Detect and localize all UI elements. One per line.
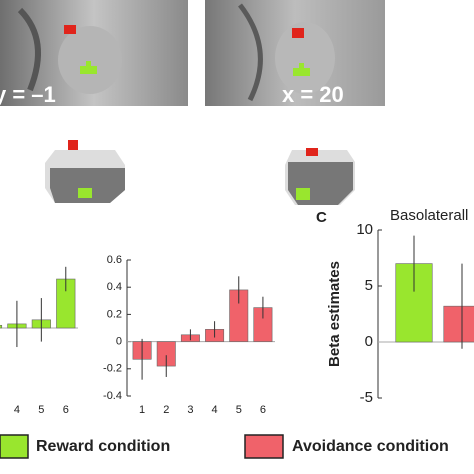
y-axis-label: Beta estimates — [326, 261, 343, 367]
x-tick-label: 6 — [63, 404, 69, 416]
y-tick-label: -0.2 — [103, 363, 122, 375]
legend-label: Reward condition — [36, 438, 170, 455]
y-tick-label: 0.2 — [107, 308, 122, 320]
y-tick-label: -0.4 — [103, 390, 122, 402]
y-tick-label: 0.6 — [107, 254, 122, 266]
x-tick-label: 6 — [260, 404, 266, 416]
x-tick-label: 2 — [163, 404, 169, 416]
panel-label: C — [316, 209, 327, 226]
x-tick-label: 4 — [212, 404, 218, 416]
x-tick-label: 5 — [38, 404, 44, 416]
y-tick-label: 5 — [365, 277, 373, 294]
x-tick-label: 3 — [187, 404, 193, 416]
x-tick-label: 4 — [14, 404, 20, 416]
slice-label: x = 20 — [282, 82, 344, 107]
x-tick-label: 1 — [139, 404, 145, 416]
y-tick-label: 0 — [365, 333, 373, 350]
y-tick-label: -5 — [360, 389, 373, 406]
brain-slice-left — [0, 0, 188, 106]
legend-swatch — [244, 434, 284, 459]
segmentation-right — [285, 148, 355, 205]
y-tick-label: 0.4 — [107, 281, 122, 293]
bar — [0, 324, 3, 329]
legend-swatch — [0, 434, 29, 459]
slice-label: y = –1 — [0, 82, 56, 107]
legend-label: Avoidance condition — [292, 438, 449, 455]
x-tick-label: 5 — [236, 404, 242, 416]
bar — [443, 305, 474, 343]
chart-title: Basolaterall — [390, 207, 468, 224]
segmentation-left — [45, 140, 125, 203]
legend: Reward condition Avoidance condition — [0, 434, 449, 459]
y-tick-label: 0 — [116, 336, 122, 348]
y-tick-label: 10 — [356, 221, 373, 238]
brain-slice-right — [205, 0, 385, 106]
